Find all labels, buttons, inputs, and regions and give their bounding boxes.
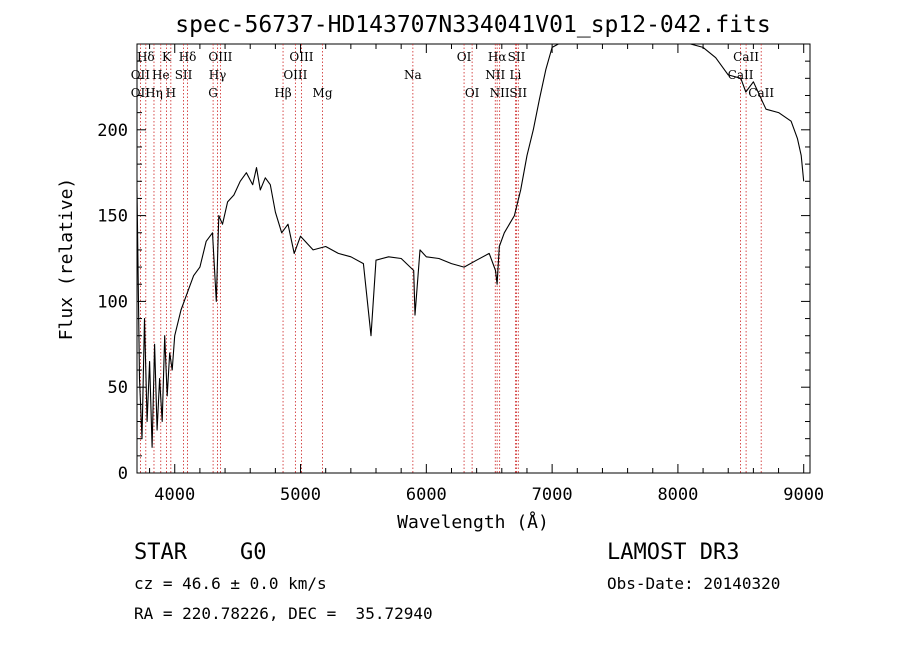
spectrum-series bbox=[136, 43, 805, 448]
line-label: SII bbox=[175, 68, 193, 82]
line-label: Hα bbox=[488, 50, 507, 64]
spectrum-line bbox=[136, 43, 805, 448]
line-label: OIII bbox=[283, 68, 307, 82]
x-tick-label: 8000 bbox=[657, 485, 698, 505]
line-label: OII bbox=[131, 68, 151, 82]
x-tick-label: 9000 bbox=[783, 485, 824, 505]
y-tick-label: 0 bbox=[118, 464, 128, 484]
x-tick-label: 5000 bbox=[280, 485, 321, 505]
line-label: K bbox=[162, 50, 172, 64]
line-label: Mg bbox=[313, 86, 333, 100]
ra-dec: RA = 220.78226, DEC = 35.72940 bbox=[134, 604, 433, 623]
object-subclass: G0 bbox=[240, 540, 267, 565]
line-label: OIII bbox=[289, 50, 313, 64]
x-tick-label: 7000 bbox=[532, 485, 573, 505]
x-tick-label: 6000 bbox=[406, 485, 447, 505]
y-axis-label: Flux (relative) bbox=[56, 178, 77, 341]
y-tick-label: 200 bbox=[97, 121, 128, 141]
y-axis: 0 50 100 150 200 bbox=[97, 60, 810, 484]
plot-frame bbox=[136, 43, 811, 474]
line-label: Hβ bbox=[274, 86, 291, 100]
line-label: OI bbox=[465, 86, 480, 100]
line-label: OII bbox=[131, 86, 151, 100]
line-label: SII bbox=[509, 86, 527, 100]
obs-date: Obs-Date: 20140320 bbox=[607, 574, 781, 593]
line-label: G bbox=[208, 86, 218, 100]
redshift-cz: cz = 46.6 ± 0.0 km/s bbox=[134, 574, 327, 593]
line-label: CaII bbox=[748, 86, 774, 100]
y-tick-label: 150 bbox=[97, 207, 128, 227]
line-label: NII bbox=[490, 86, 510, 100]
line-label: OIII bbox=[208, 50, 232, 64]
line-label: SII bbox=[508, 50, 526, 64]
line-label: Hη bbox=[145, 86, 163, 100]
x-tick-label: 4000 bbox=[154, 485, 195, 505]
line-label: CaII bbox=[733, 50, 759, 64]
line-label: OI bbox=[457, 50, 472, 64]
line-label: Hδ bbox=[137, 50, 155, 64]
y-tick-label: 100 bbox=[97, 292, 128, 312]
line-label: NII bbox=[485, 68, 505, 82]
line-label: Na bbox=[404, 68, 422, 82]
x-axis-label: Wavelength (Å) bbox=[397, 511, 549, 533]
line-markers bbox=[139, 44, 762, 473]
line-label: CaII bbox=[728, 68, 754, 82]
y-tick-label: 50 bbox=[108, 378, 128, 398]
line-label: Hγ bbox=[209, 68, 227, 82]
line-label: Li bbox=[509, 68, 521, 82]
line-label: H bbox=[166, 86, 176, 100]
chart-title: spec-56737-HD143707N334041V01_sp12-042.f… bbox=[175, 12, 770, 38]
object-class: STAR bbox=[134, 540, 187, 565]
line-label: Hδ bbox=[179, 50, 197, 64]
line-label: He bbox=[152, 68, 170, 82]
x-axis: 4000 5000 6000 7000 8000 9000 bbox=[149, 44, 824, 505]
survey-name: LAMOST DR3 bbox=[607, 540, 740, 565]
